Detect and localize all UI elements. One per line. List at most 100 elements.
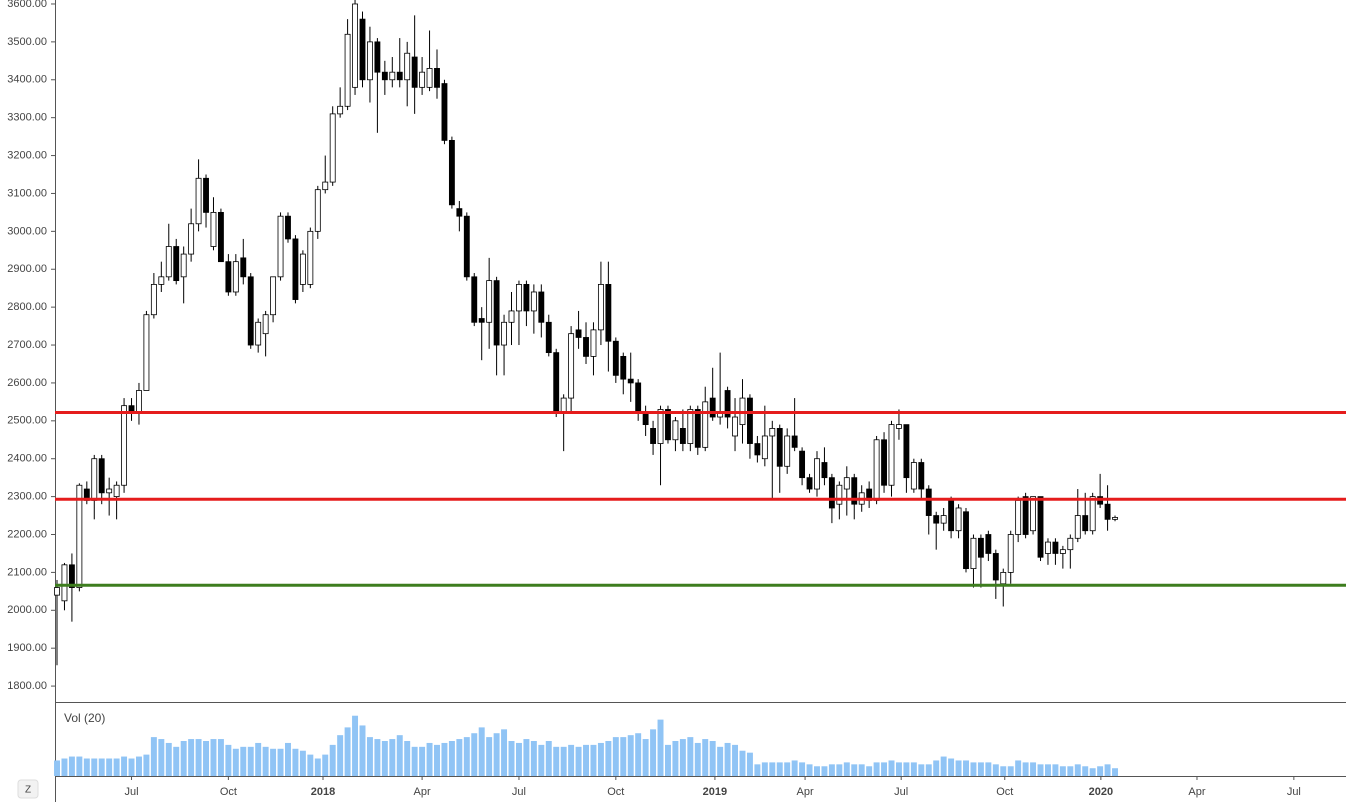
volume-bar: [486, 737, 493, 776]
volume-bar: [165, 742, 172, 776]
volume-bar: [970, 762, 977, 776]
candle-body: [143, 314, 150, 391]
candle-body: [918, 462, 925, 490]
candle-body: [486, 280, 493, 323]
x-tick-label: 2019: [703, 786, 727, 798]
volume-bar: [664, 744, 671, 776]
x-tick-label: Jul: [512, 786, 526, 798]
candle-body: [247, 276, 254, 346]
candle-body: [523, 283, 530, 312]
volume-bar: [419, 746, 426, 776]
volume-bar: [702, 739, 709, 776]
volume-bar: [374, 739, 381, 776]
candle-body: [389, 71, 396, 81]
volume-bar: [530, 741, 537, 776]
x-tick-label: Jul: [1287, 786, 1301, 798]
volume-bar: [672, 741, 679, 776]
candle-body: [396, 71, 403, 81]
volume-bar: [828, 764, 835, 776]
x-tick-label: 2018: [311, 786, 335, 798]
candle-body: [977, 537, 984, 558]
volume-bar: [1037, 764, 1044, 776]
volume-bar: [456, 739, 463, 776]
y-tick-label: 2600.00: [7, 377, 47, 389]
candle-body: [158, 276, 165, 285]
candle-body: [203, 177, 209, 213]
y-tick-label: 3600.00: [7, 0, 47, 10]
volume-bar: [143, 754, 150, 776]
x-tick-label: Jul: [894, 786, 908, 798]
candle-body: [925, 488, 932, 516]
volume-bar: [329, 744, 336, 776]
volume-bar: [1052, 764, 1059, 776]
candle-body: [650, 427, 657, 444]
corner-button-label[interactable]: Z: [25, 785, 31, 796]
candle-body: [575, 329, 582, 338]
candle-body: [136, 390, 142, 414]
volume-bar: [895, 762, 902, 776]
volume-bar: [277, 748, 284, 776]
candle-body: [1015, 499, 1022, 535]
candle-body: [113, 484, 120, 498]
volume-bar: [925, 764, 932, 776]
candle-body: [471, 276, 478, 323]
volume-bar: [173, 746, 180, 776]
candle-body: [106, 488, 113, 494]
candle-body: [612, 340, 619, 376]
candle-body: [411, 56, 418, 88]
volume-bar: [463, 737, 470, 776]
volume-bar: [1059, 766, 1066, 776]
volume-bar: [873, 762, 880, 776]
candle-body: [657, 409, 664, 444]
volume-bar: [262, 746, 269, 776]
candle-body: [910, 462, 917, 490]
corner-button[interactable]: [17, 779, 39, 799]
candle-body: [814, 458, 820, 490]
candle-body: [493, 280, 500, 346]
volume-bar: [121, 756, 128, 776]
volume-bar: [448, 741, 455, 776]
volume-bar: [918, 764, 925, 776]
volume-bar: [910, 762, 917, 776]
volume-bar: [761, 762, 768, 776]
volume-bar: [411, 746, 418, 776]
volume-bar: [389, 739, 396, 776]
volume-bar: [396, 735, 403, 776]
volume-bar: [679, 739, 686, 776]
volume-bar: [1067, 766, 1074, 776]
y-tick-label: 3200.00: [7, 149, 47, 161]
volume-bar: [1082, 766, 1089, 776]
candle-body: [448, 139, 455, 206]
candle-body: [478, 318, 485, 323]
candle-body: [791, 435, 798, 448]
volume-bar: [866, 766, 873, 776]
candle-body: [665, 409, 671, 441]
candle-body: [560, 397, 567, 414]
volume-bar: [217, 739, 224, 776]
x-tick-label: Jul: [124, 786, 138, 798]
volume-bar: [91, 758, 98, 776]
candle-body: [54, 587, 60, 596]
candle-body: [98, 458, 105, 494]
candle-body: [888, 424, 895, 486]
volume-bar: [337, 735, 344, 776]
candle-body: [150, 283, 157, 316]
candle-body: [91, 458, 98, 501]
volume-bar: [307, 754, 314, 776]
volume-bar: [694, 742, 701, 776]
candle-body: [344, 33, 351, 107]
volume-bar: [568, 744, 575, 776]
candle-body: [881, 439, 887, 486]
volume-bar: [724, 742, 731, 776]
x-tick-label: Oct: [996, 786, 1013, 798]
candle-body: [769, 427, 776, 437]
volume-bar: [784, 762, 791, 776]
volume-bar: [1097, 766, 1104, 776]
candle-body: [270, 276, 277, 316]
candle-body: [188, 223, 195, 255]
candle-body: [992, 553, 999, 581]
y-tick-label: 2900.00: [7, 263, 47, 275]
y-tick-label: 2200.00: [7, 528, 47, 540]
candle-body: [1022, 496, 1029, 535]
candle-body: [590, 329, 597, 357]
